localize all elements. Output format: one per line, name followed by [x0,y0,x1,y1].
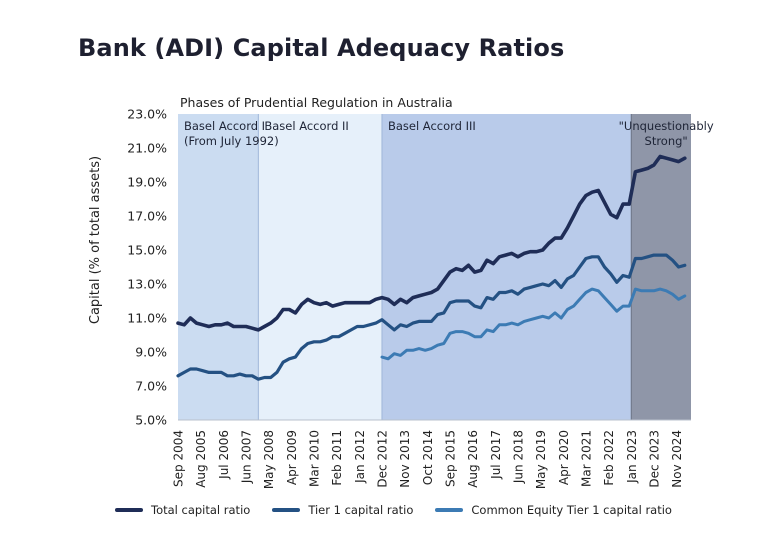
legend-item-total: Total capital ratio [115,503,250,517]
x-tick-label: Apr 2020 [557,430,571,485]
phase-label-1: Basel Accord I [184,119,265,133]
y-tick-label: 15.0% [127,243,167,258]
x-tick-label: Jul 2006 [217,430,231,480]
legend-label-cet1: Common Equity Tier 1 capital ratio [471,503,672,517]
x-tick-label: Sep 2004 [172,430,186,487]
x-axis: Sep 2004 Aug 2005 Jul 2006 Jun 2007 May 2008… [172,419,691,489]
legend-swatch-total [115,508,143,512]
y-tick-label: 21.0% [127,141,167,156]
phase-label-4: "Unquestionably [619,119,714,133]
x-tick-label: Mar 2021 [579,430,593,487]
x-tick-label: Sep 2015 [444,430,458,487]
y-axis: 5.0% 7.0% 9.0% 11.0% 13.0% 15.0% 17.0% 19.0% 21.… [127,107,167,428]
x-tick-label: Nov 2024 [670,430,684,488]
x-tick-label: Feb 2022 [602,430,616,486]
phase-label-2: Basel Accord II [264,119,348,133]
series-line-total-capital-ratio [176,154,687,332]
x-tick-label: Jun 2018 [511,430,525,484]
series-lines [176,154,687,381]
phase-label-4-line2: Strong" [645,134,688,148]
series-line-tier-1-capital-ratio [176,253,687,381]
x-tick-label: Dec 2012 [376,430,390,488]
phase-band-1 [178,114,259,420]
y-tick-label: 5.0% [135,413,167,428]
y-tick-label: 9.0% [135,345,167,360]
y-tick-label: 13.0% [127,277,167,292]
phase-label-3: Basel Accord III [388,119,476,133]
chart-subtitle: Phases of Prudential Regulation in Austr… [180,95,453,110]
legend: Total capital ratio Tier 1 capital ratio… [115,503,672,517]
y-tick-label: 17.0% [127,209,167,224]
y-tick-label: 23.0% [127,107,167,122]
x-tick-label: Jan 2012 [353,430,367,484]
x-tick-label: Aug 2016 [466,430,480,488]
x-tick-label: Aug 2005 [194,430,208,488]
y-tick-label: 7.0% [135,379,167,394]
legend-label-tier1: Tier 1 capital ratio [308,503,414,517]
x-tick-label: Jul 2017 [489,430,503,480]
x-tick-label: Mar 2010 [308,430,322,487]
legend-swatch-tier1 [272,508,301,512]
x-tick-label: Feb 2011 [330,430,344,486]
phase-bands [178,114,691,420]
legend-item-cet1: Common Equity Tier 1 capital ratio [435,503,672,517]
phase-labels: Basel Accord I(From July 1992)Basel Acco… [184,119,714,148]
y-tick-label: 11.0% [127,311,167,326]
x-tick-label: May 2008 [262,430,276,489]
legend-swatch-cet1 [435,508,464,512]
legend-label-total: Total capital ratio [151,503,251,517]
x-tick-label: May 2019 [534,430,548,489]
phase-label-1-line2: (From July 1992) [184,134,279,148]
y-axis-label: Capital (% of total assets) [88,156,103,324]
x-tick-label: Oct 2014 [421,430,435,485]
x-tick-label: Dec 2023 [647,430,661,488]
y-tick-label: 19.0% [127,175,167,190]
x-tick-label: Jun 2007 [240,430,254,484]
x-tick-label: Nov 2013 [398,430,412,488]
x-tick-label: Apr 2009 [285,430,299,485]
chart-title: Bank (ADI) Capital Adequacy Ratios [78,34,565,62]
legend-item-tier1: Tier 1 capital ratio [272,503,413,517]
phase-band-3 [381,114,632,420]
x-tick-label: Jan 2023 [625,430,639,484]
series-line-common-equity-tier-1-capital-ratio [380,287,687,361]
